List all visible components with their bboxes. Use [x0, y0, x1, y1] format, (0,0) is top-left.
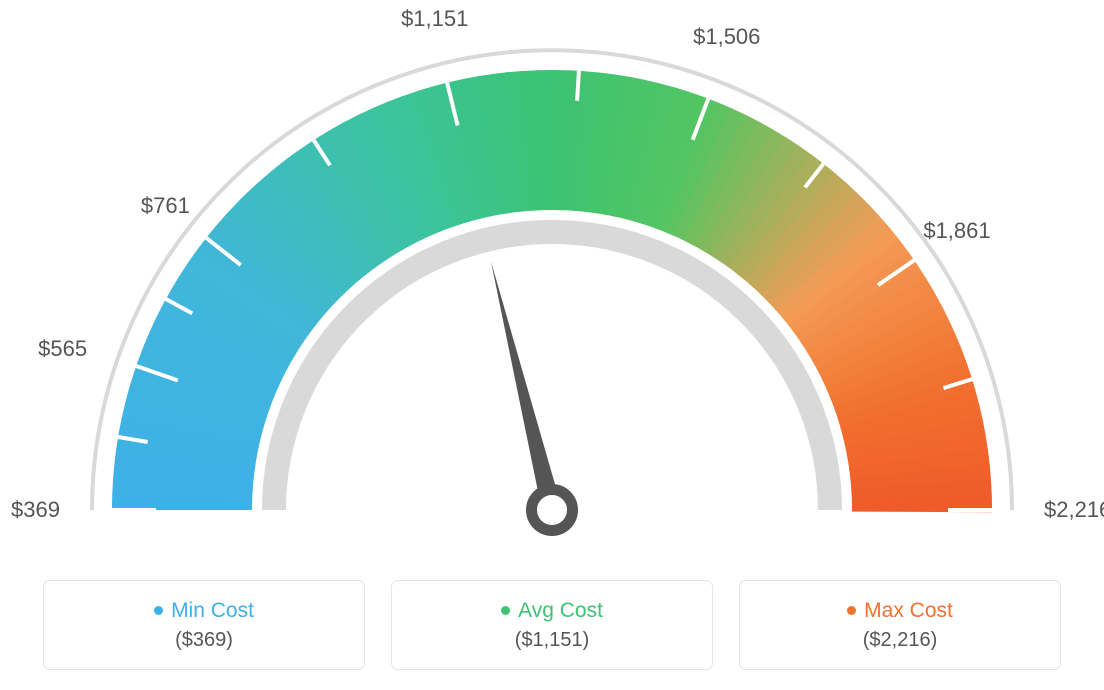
legend-dot-min	[154, 606, 163, 615]
legend-dot-max	[847, 606, 856, 615]
gauge-tick-label: $1,861	[923, 218, 990, 244]
gauge-tick-label: $761	[141, 193, 190, 219]
legend-title-max: Max Cost	[864, 599, 953, 623]
legend-card-min: Min Cost ($369)	[43, 580, 365, 670]
legend-card-max: Max Cost ($2,216)	[739, 580, 1061, 670]
legend-value-avg: ($1,151)	[515, 629, 590, 652]
legend-value-max: ($2,216)	[863, 629, 938, 652]
gauge-tick-label: $1,506	[693, 24, 760, 50]
legend-row: Min Cost ($369) Avg Cost ($1,151) Max Co…	[0, 580, 1104, 670]
cost-gauge: $369 $565 $761 $1,151 $1,506 $1,861 $2,216	[0, 0, 1104, 560]
legend-dot-avg	[501, 606, 510, 615]
gauge-tick-label: $369	[11, 497, 60, 523]
gauge-tick-label: $565	[38, 336, 87, 362]
legend-value-min: ($369)	[175, 629, 233, 652]
legend-title-avg: Avg Cost	[518, 599, 603, 623]
gauge-tick-label: $1,151	[401, 6, 468, 32]
gauge-tick-label: $2,216	[1044, 497, 1104, 523]
legend-title-min: Min Cost	[171, 599, 254, 623]
legend-card-avg: Avg Cost ($1,151)	[391, 580, 713, 670]
